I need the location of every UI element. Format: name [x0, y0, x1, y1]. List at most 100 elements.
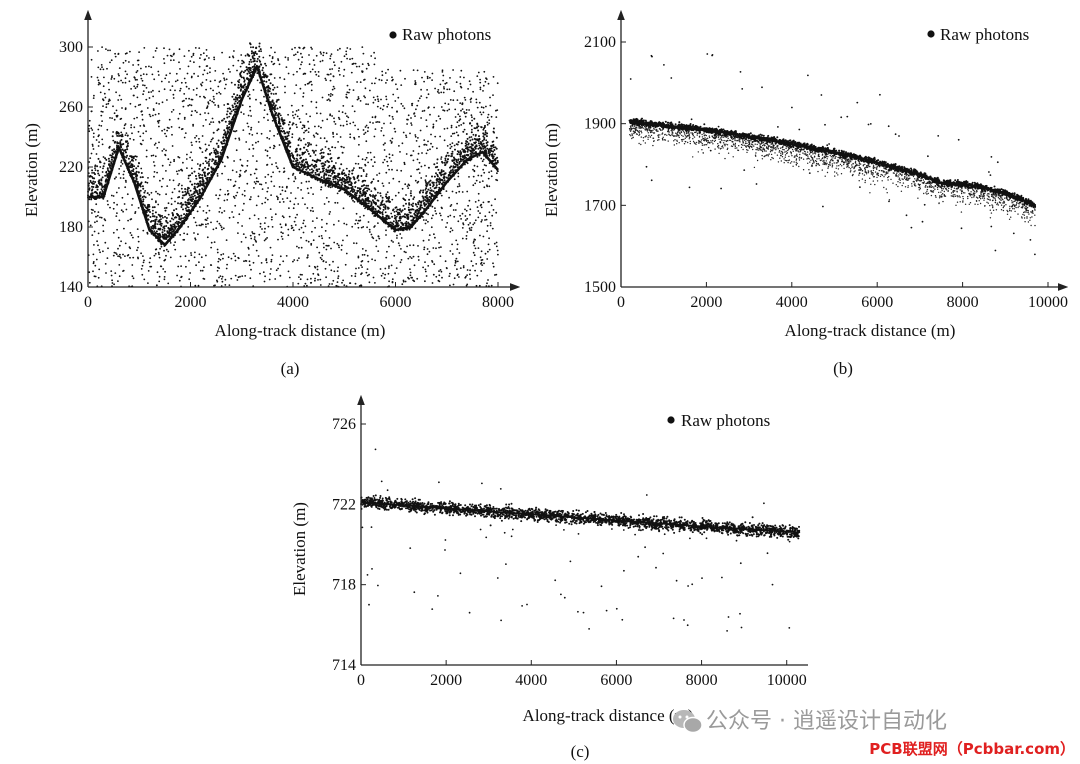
photon-point: [218, 211, 221, 213]
photon-point: [147, 91, 150, 94]
photon-point: [304, 203, 306, 206]
photon-point: [458, 276, 460, 278]
photon-point: [287, 270, 290, 273]
photon-point: [458, 162, 461, 165]
photon-point: [473, 169, 476, 172]
photon-point: [222, 136, 225, 139]
photon-point: [345, 93, 348, 96]
photon-point: [294, 163, 297, 166]
photon-point: [94, 190, 97, 193]
photon-point: [263, 95, 265, 98]
photon-point: [267, 225, 270, 228]
photon-point: [157, 122, 160, 124]
photon-point: [239, 169, 242, 172]
photon-point: [274, 213, 277, 216]
photon-point: [125, 181, 127, 183]
photon-point: [248, 254, 250, 256]
photon-point: [396, 110, 398, 113]
photon-point: [480, 157, 483, 160]
photon-point: [241, 104, 244, 107]
photon-point: [165, 135, 168, 138]
photon-point: [464, 142, 467, 145]
photon-point: [155, 47, 158, 50]
photon-point: [273, 86, 276, 89]
photon-point: [184, 201, 187, 204]
photon-point: [474, 134, 477, 136]
photon-point: [443, 179, 446, 182]
photon-point: [207, 102, 210, 105]
photon-point: [249, 198, 252, 201]
photon-point: [480, 126, 483, 129]
photon-point: [465, 112, 468, 114]
photon-point: [288, 130, 291, 133]
photon-point: [317, 75, 320, 77]
photon-point: [425, 144, 428, 146]
photon-point: [244, 171, 246, 173]
photon-point: [305, 148, 308, 151]
photon-point: [379, 268, 382, 270]
photon-point: [412, 69, 415, 71]
photon-point: [253, 214, 256, 217]
photon-point: [103, 92, 106, 95]
photon-point: [196, 191, 199, 194]
photon-point: [130, 234, 133, 237]
photon-point: [287, 177, 290, 180]
photon-point: [392, 241, 394, 243]
photon-point: [242, 76, 245, 79]
photon-point: [292, 229, 295, 232]
photon-point: [376, 199, 379, 202]
photon-point: [424, 261, 426, 263]
photon-point: [310, 143, 312, 146]
photon-point: [467, 88, 469, 90]
photon-point: [492, 144, 495, 147]
photon-point: [111, 152, 114, 155]
photon-point: [333, 270, 336, 273]
photon-point: [269, 273, 272, 275]
photon-point: [315, 173, 317, 176]
photon-point: [287, 234, 290, 237]
photon-point: [341, 183, 344, 186]
photon-point: [438, 183, 441, 186]
photon-point: [316, 170, 319, 173]
photon-point: [179, 234, 182, 236]
photon-point: [479, 142, 482, 145]
photon-point: [273, 108, 276, 111]
photon-point: [319, 51, 322, 54]
photon-point: [134, 78, 137, 81]
photon-point: [486, 121, 489, 124]
photon-point: [150, 137, 152, 140]
photon-point: [333, 241, 336, 244]
photon-point: [137, 235, 140, 238]
photon-point: [298, 137, 301, 140]
photon-point: [340, 181, 343, 184]
photon-point: [277, 115, 280, 118]
photon-point: [117, 52, 120, 55]
photon-point: [280, 235, 283, 238]
photon-point: [99, 251, 101, 254]
photon-point: [359, 81, 362, 83]
photon-point: [490, 147, 493, 150]
photon-point: [429, 148, 431, 151]
photon-point: [132, 236, 134, 239]
photon-point: [196, 87, 198, 90]
photon-point: [248, 217, 251, 220]
photon-point: [135, 155, 138, 158]
photon-point: [260, 183, 263, 186]
photon-point: [351, 105, 354, 107]
photon-point: [353, 110, 356, 113]
photon-point: [336, 178, 339, 181]
photon-point: [399, 217, 402, 220]
photon-point: [356, 175, 359, 178]
photon-point: [250, 128, 252, 131]
photon-point: [238, 213, 241, 216]
photon-point: [306, 187, 309, 190]
photon-point: [120, 138, 123, 141]
photon-point: [104, 263, 107, 265]
photon-point: [265, 64, 267, 67]
photon-point: [266, 113, 269, 116]
photon-point: [118, 67, 121, 69]
photon-point: [163, 278, 166, 281]
photon-point: [337, 277, 339, 280]
photon-point: [138, 162, 140, 165]
